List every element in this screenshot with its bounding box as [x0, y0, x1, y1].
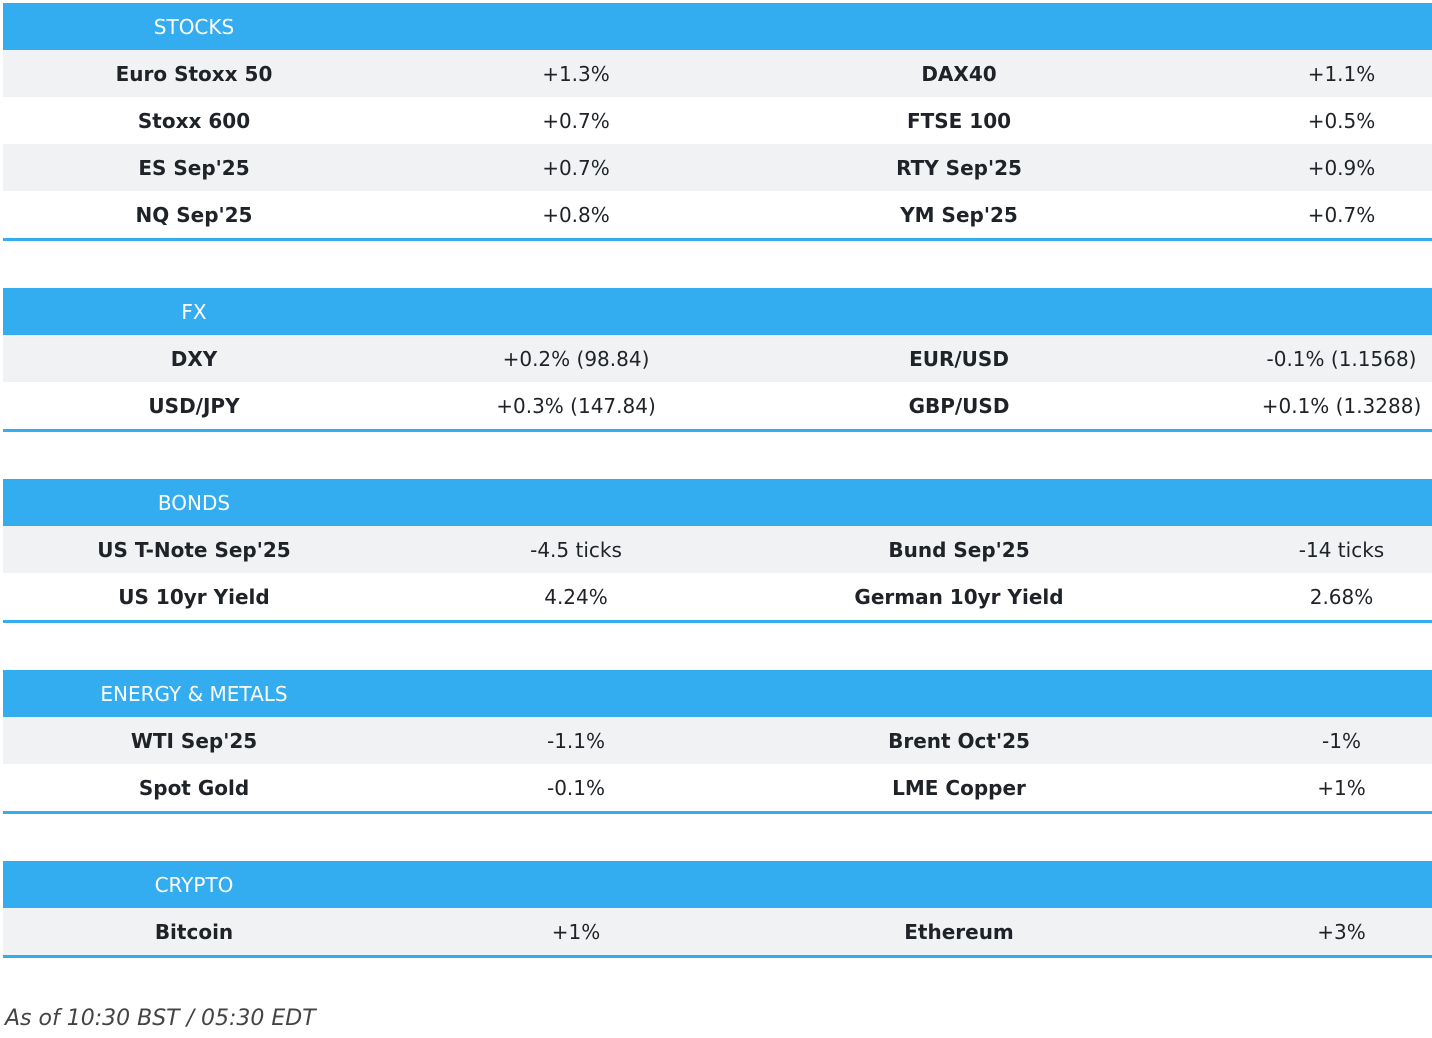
instrument-name: Ethereum — [904, 919, 1014, 944]
instrument-name: US T-Note Sep'25 — [97, 537, 291, 562]
instrument-change: +1.1% — [1307, 61, 1376, 86]
instrument-name: YM Sep'25 — [900, 202, 1018, 227]
instrument-name: Stoxx 600 — [137, 108, 251, 133]
instrument-name: Bund Sep'25 — [888, 537, 1030, 562]
section-title: FX — [181, 299, 207, 324]
instrument-change: +0.7% — [542, 155, 610, 180]
section-title: BONDS — [157, 490, 231, 515]
instrument-name: RTY Sep'25 — [896, 155, 1022, 180]
section-body: Bitcoin +1% Ethereum +3% — [3, 908, 1432, 955]
section-body: US T-Note Sep'25 -4.5 ticks Bund Sep'25 -14… — [3, 526, 1432, 620]
instrument-name: GBP/USD — [908, 393, 1010, 418]
section-header: CRYPTO — [3, 861, 1432, 908]
instrument-name: US 10yr Yield — [118, 584, 270, 609]
instrument-change: +0.3% (147.84) — [496, 393, 656, 418]
section-body: Euro Stoxx 50 +1.3% DAX40 +1.1% Stoxx 600 +0.… — [3, 50, 1432, 238]
footer-note: As of 10:30 BST / 05:30 EDT — [5, 1006, 316, 1031]
instrument-change: 4.24% — [544, 584, 608, 609]
instrument-change: -14 ticks — [1298, 537, 1385, 562]
section-title: CRYPTO — [154, 872, 234, 897]
instrument-change: +0.2% (98.84) — [502, 346, 650, 371]
section: BONDS US T-Note Sep'25 -4.5 ticks Bund Sep'… — [3, 479, 1432, 623]
section-header: FX — [3, 288, 1432, 335]
instrument-change: +0.5% — [1307, 108, 1376, 133]
section-header: BONDS — [3, 479, 1432, 526]
section-header: STOCKS — [3, 3, 1432, 50]
instrument-change: +0.9% — [1307, 155, 1376, 180]
instrument-change: +0.1% (1.3288) — [1261, 393, 1422, 418]
instrument-name: FTSE 100 — [906, 108, 1012, 133]
instrument-name: German 10yr Yield — [854, 584, 1064, 609]
instrument-change: +0.8% — [542, 202, 610, 227]
market-tables: STOCKS Euro Stoxx 50 +1.3% DAX40 +1.1% Stoxx … — [3, 3, 1432, 1005]
table-row: ES Sep'25 +0.7% RTY Sep'25 +0.9% — [3, 144, 1432, 191]
instrument-change: +3% — [1317, 919, 1366, 944]
instrument-change: -4.5 ticks — [530, 537, 622, 562]
instrument-name: NQ Sep'25 — [135, 202, 253, 227]
section-title: ENERGY & METALS — [100, 681, 288, 706]
instrument-change: +1.3% — [542, 61, 610, 86]
instrument-change: -1.1% — [546, 728, 606, 753]
instrument-change: 2.68% — [1309, 584, 1374, 609]
instrument-name: Euro Stoxx 50 — [115, 61, 273, 86]
instrument-name: DXY — [170, 346, 218, 371]
instrument-change: -0.1% — [546, 775, 606, 800]
table-row: Euro Stoxx 50 +1.3% DAX40 +1.1% — [3, 50, 1432, 97]
section-body: WTI Sep'25 -1.1% Brent Oct'25 -1% Spot Gold -… — [3, 717, 1432, 811]
section-title: STOCKS — [153, 14, 235, 39]
section-body: DXY +0.2% (98.84) EUR/USD -0.1% (1.1568) USD… — [3, 335, 1432, 429]
section: STOCKS Euro Stoxx 50 +1.3% DAX40 +1.1% Stoxx … — [3, 3, 1432, 241]
table-row: NQ Sep'25 +0.8% YM Sep'25 +0.7% — [3, 191, 1432, 238]
section: CRYPTO Bitcoin +1% Ethereum +3% — [3, 861, 1432, 958]
instrument-change: -0.1% (1.1568) — [1266, 346, 1417, 371]
table-row: US T-Note Sep'25 -4.5 ticks Bund Sep'25 -14… — [3, 526, 1432, 573]
section: ENERGY & METALS WTI Sep'25 -1.1% Brent Oct'… — [3, 670, 1432, 814]
section-header: ENERGY & METALS — [3, 670, 1432, 717]
instrument-name: Brent Oct'25 — [888, 728, 1030, 753]
instrument-name: USD/JPY — [148, 393, 240, 418]
instrument-change: +0.7% — [542, 108, 610, 133]
instrument-change: +1% — [1317, 775, 1366, 800]
instrument-name: DAX40 — [921, 61, 997, 86]
instrument-change: -1% — [1322, 728, 1361, 753]
instrument-name: LME Copper — [892, 775, 1026, 800]
table-row: US 10yr Yield 4.24% German 10yr Yield 2.68% — [3, 573, 1432, 620]
instrument-change: +1% — [551, 919, 601, 944]
instrument-change: +0.7% — [1307, 202, 1376, 227]
table-row: WTI Sep'25 -1.1% Brent Oct'25 -1% — [3, 717, 1432, 764]
instrument-name: WTI Sep'25 — [130, 728, 258, 753]
table-row: DXY +0.2% (98.84) EUR/USD -0.1% (1.1568) — [3, 335, 1432, 382]
table-row: Stoxx 600 +0.7% FTSE 100 +0.5% — [3, 97, 1432, 144]
table-row: USD/JPY +0.3% (147.84) GBP/USD +0.1% (1.328… — [3, 382, 1432, 429]
instrument-name: ES Sep'25 — [138, 155, 250, 180]
instrument-name: EUR/USD — [909, 346, 1009, 371]
section: FX DXY +0.2% (98.84) EUR/USD -0.1% (1.1568) U… — [3, 288, 1432, 432]
instrument-name: Spot Gold — [138, 775, 250, 800]
table-row: Bitcoin +1% Ethereum +3% — [3, 908, 1432, 955]
instrument-name: Bitcoin — [154, 919, 234, 944]
table-row: Spot Gold -0.1% LME Copper +1% — [3, 764, 1432, 811]
